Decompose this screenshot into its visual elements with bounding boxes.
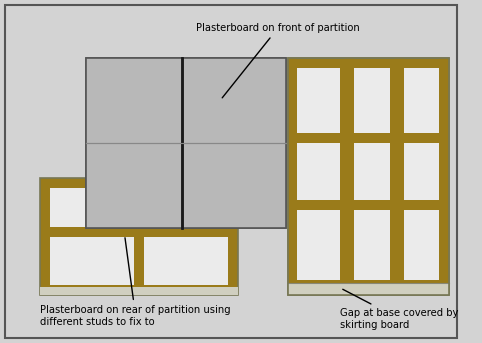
Bar	[439, 58, 449, 283]
Bar	[86, 58, 286, 228]
Bar	[349, 143, 390, 200]
Bar	[288, 283, 449, 295]
Bar	[400, 210, 439, 280]
Bar	[40, 178, 238, 295]
Bar	[50, 237, 134, 285]
Bar	[288, 58, 449, 295]
Bar	[50, 188, 134, 227]
Bar	[349, 68, 390, 133]
Bar	[395, 58, 404, 283]
Text: Gap at base covered by
skirting board: Gap at base covered by skirting board	[340, 289, 459, 330]
Bar	[400, 68, 439, 133]
Bar	[400, 143, 439, 200]
Bar	[288, 200, 449, 210]
Bar	[297, 68, 340, 133]
Bar	[345, 58, 354, 283]
Bar	[288, 133, 449, 143]
Text: Plasterboard on rear of partition using
different studs to fix to: Plasterboard on rear of partition using …	[40, 238, 231, 327]
Bar	[40, 287, 238, 295]
Bar	[86, 58, 286, 228]
Bar	[349, 210, 390, 280]
Bar	[297, 143, 340, 200]
Bar	[144, 237, 228, 285]
Bar	[288, 58, 449, 295]
Bar	[288, 58, 297, 283]
Bar	[144, 188, 228, 227]
Text: Plasterboard on front of partition: Plasterboard on front of partition	[196, 23, 360, 98]
Bar	[297, 210, 340, 280]
